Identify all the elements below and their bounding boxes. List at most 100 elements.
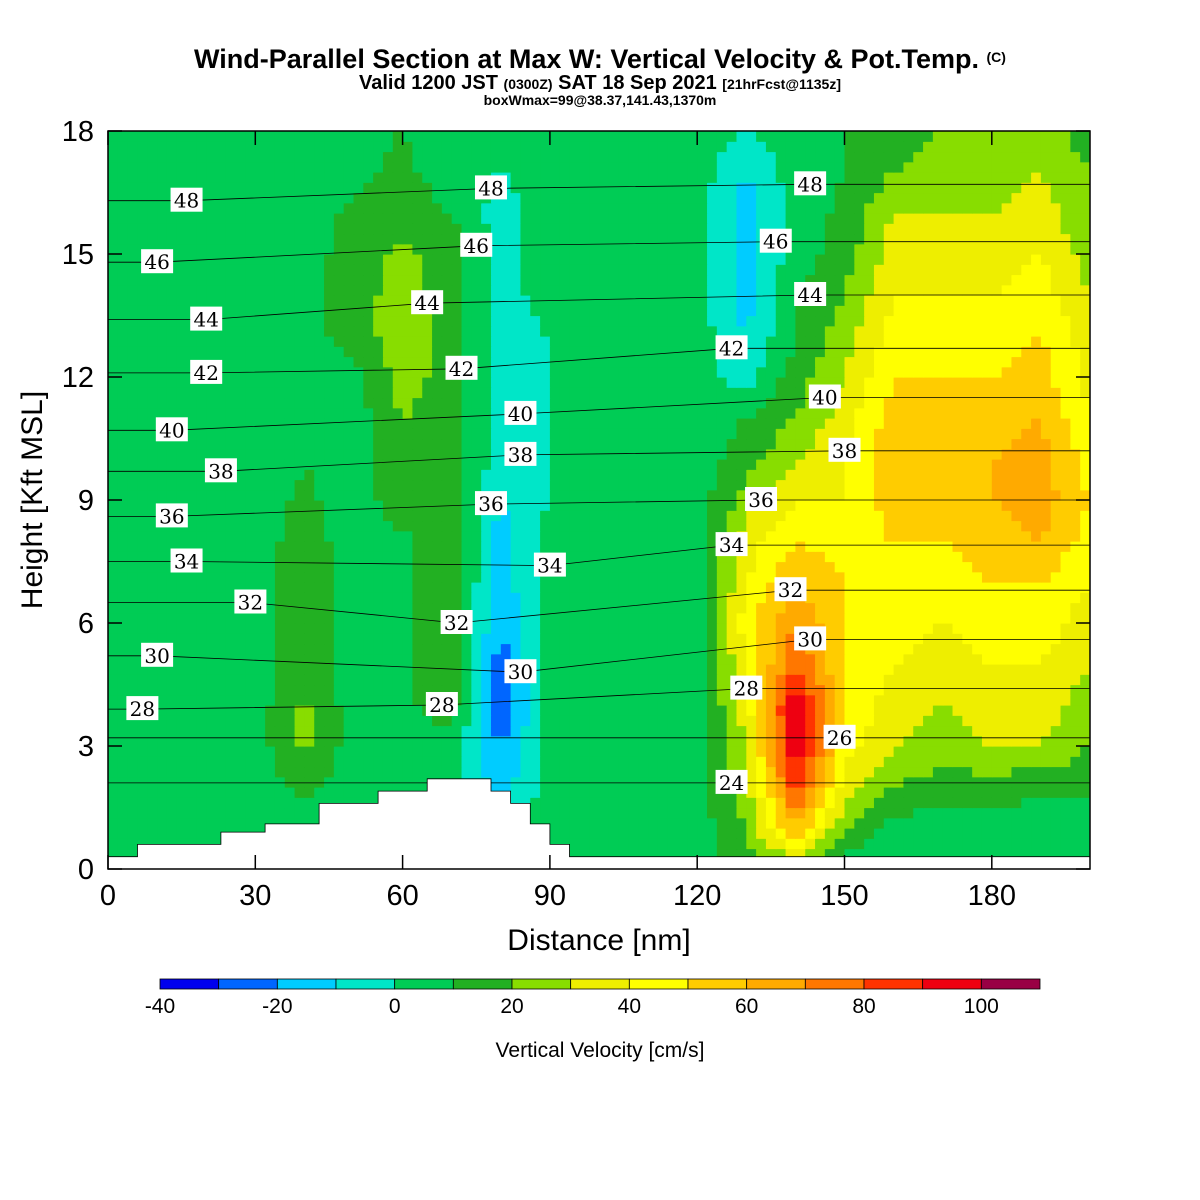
velocity-cell xyxy=(903,725,914,737)
velocity-cell xyxy=(235,756,247,768)
velocity-cell xyxy=(441,592,453,604)
velocity-cell xyxy=(962,459,973,470)
velocity-cell xyxy=(795,489,806,501)
velocity-cell xyxy=(805,459,816,470)
velocity-cell xyxy=(844,571,855,583)
velocity-cell xyxy=(147,735,158,747)
velocity-cell xyxy=(883,828,895,839)
velocity-cell xyxy=(893,623,905,634)
velocity-cell xyxy=(599,684,610,696)
velocity-cell xyxy=(490,541,502,552)
velocity-cell xyxy=(216,438,227,450)
velocity-cell xyxy=(579,797,590,809)
velocity-cell xyxy=(559,735,571,747)
velocity-cell xyxy=(805,848,816,860)
velocity-cell xyxy=(638,397,649,409)
velocity-cell xyxy=(304,377,315,388)
velocity-cell xyxy=(716,551,728,563)
velocity-cell xyxy=(687,469,698,481)
velocity-cell xyxy=(549,787,561,798)
velocity-cell xyxy=(785,643,796,655)
velocity-cell xyxy=(991,725,1003,737)
velocity-cell xyxy=(520,510,531,522)
velocity-cell xyxy=(422,489,433,501)
velocity-cell xyxy=(883,807,895,819)
velocity-cell xyxy=(736,387,747,399)
velocity-cell xyxy=(216,623,227,634)
velocity-cell xyxy=(589,746,600,757)
velocity-cell xyxy=(510,643,522,655)
velocity-cell xyxy=(373,571,384,583)
velocity-cell xyxy=(1040,694,1052,706)
velocity-cell xyxy=(1070,807,1081,819)
velocity-cell xyxy=(549,510,561,522)
velocity-cell xyxy=(824,705,836,716)
velocity-cell xyxy=(510,356,522,368)
velocity-cell xyxy=(854,418,865,429)
velocity-cell xyxy=(373,725,384,737)
velocity-cell xyxy=(441,520,453,532)
velocity-cell xyxy=(176,735,188,747)
velocity-cell xyxy=(628,479,639,491)
velocity-cell xyxy=(353,530,364,542)
velocity-cell xyxy=(981,664,993,675)
velocity-cell xyxy=(1070,582,1081,593)
velocity-cell xyxy=(775,448,787,460)
velocity-cell xyxy=(1040,746,1052,757)
velocity-cell xyxy=(923,838,934,850)
velocity-cell xyxy=(294,735,305,747)
velocity-cell xyxy=(392,428,404,440)
velocity-cell xyxy=(834,684,846,696)
velocity-cell xyxy=(854,807,865,819)
velocity-cell xyxy=(294,776,305,788)
velocity-cell xyxy=(785,746,796,757)
velocity-cell xyxy=(991,551,1003,563)
velocity-cell xyxy=(1021,848,1032,860)
velocity-cell xyxy=(265,633,276,645)
velocity-cell xyxy=(638,735,649,747)
velocity-cell xyxy=(412,520,423,532)
velocity-cell xyxy=(206,489,217,501)
velocity-cell xyxy=(216,797,227,809)
velocity-cell xyxy=(225,633,237,645)
velocity-cell xyxy=(697,653,708,665)
velocity-cell xyxy=(471,643,482,655)
velocity-cell xyxy=(981,428,993,440)
velocity-cell xyxy=(785,377,796,388)
velocity-cell xyxy=(736,643,747,655)
velocity-cell xyxy=(991,438,1003,450)
velocity-cell xyxy=(805,797,816,809)
velocity-cell xyxy=(716,592,728,604)
velocity-cell xyxy=(353,438,364,450)
velocity-cell xyxy=(324,684,335,696)
velocity-cell xyxy=(166,766,178,778)
velocity-cell xyxy=(127,664,139,675)
velocity-cell xyxy=(981,387,993,399)
velocity-cell xyxy=(255,612,266,624)
velocity-cell xyxy=(294,387,305,399)
velocity-cell xyxy=(392,735,404,747)
velocity-cell xyxy=(716,817,728,829)
velocity-cell xyxy=(540,500,551,511)
velocity-cell xyxy=(216,684,227,696)
velocity-cell xyxy=(932,397,944,409)
velocity-cell xyxy=(677,592,688,604)
velocity-cell xyxy=(147,633,158,645)
velocity-cell xyxy=(284,705,296,716)
velocity-cell xyxy=(628,694,639,706)
velocity-cell xyxy=(314,725,325,737)
velocity-cell xyxy=(775,459,787,470)
velocity-cell xyxy=(284,428,296,440)
velocity-cell xyxy=(765,377,777,388)
velocity-cell xyxy=(324,356,335,368)
velocity-cell xyxy=(746,797,757,809)
velocity-cell xyxy=(274,407,286,419)
velocity-cell xyxy=(903,438,914,450)
velocity-cell xyxy=(206,602,217,614)
velocity-cell xyxy=(294,418,305,429)
velocity-cell xyxy=(991,838,1003,850)
velocity-cell xyxy=(245,817,256,829)
velocity-cell xyxy=(697,541,708,552)
velocity-cell xyxy=(648,571,659,583)
velocity-cell xyxy=(677,848,688,860)
